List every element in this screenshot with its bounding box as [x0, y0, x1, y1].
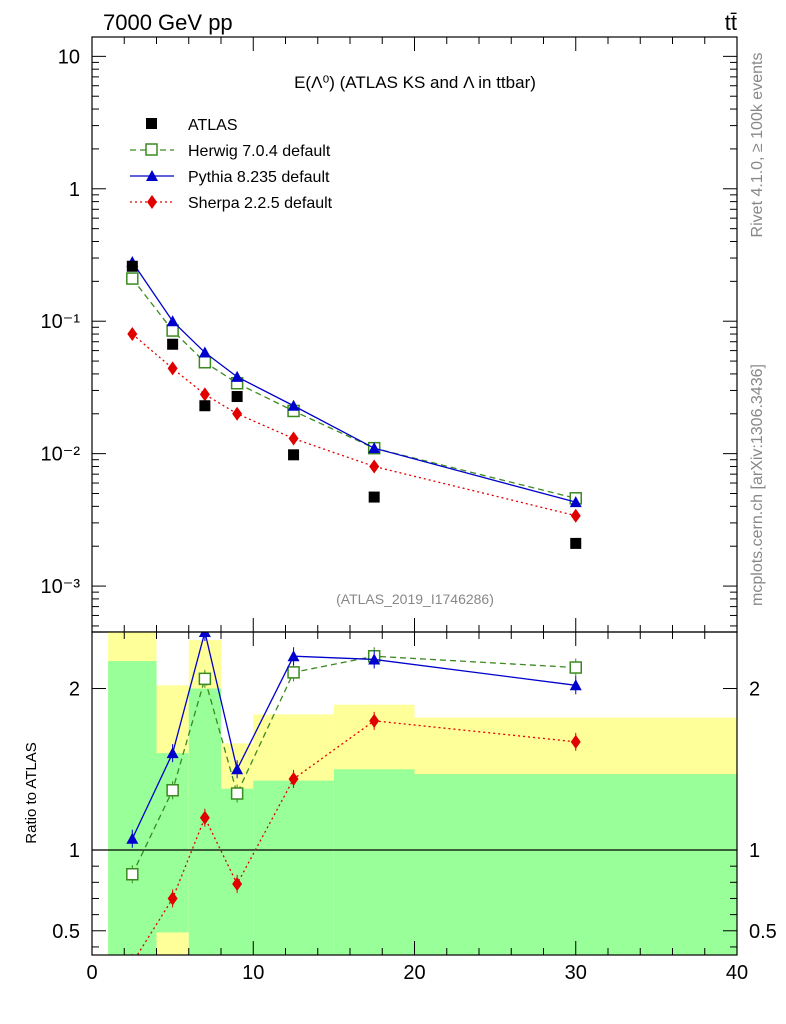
main-panel: 10 1 10⁻¹ 10⁻² 10⁻³ E(Λ⁰) (ATLAS KS and Λ in… — [41, 36, 738, 633]
energy-label: 7000 GeV pp — [103, 10, 233, 35]
ratio-point-sherpa — [570, 734, 581, 749]
data-point-atlas — [199, 400, 211, 412]
data-point-atlas — [231, 391, 243, 403]
legend-label-herwig: Herwig 7.0.4 default — [188, 143, 331, 160]
ratio-y-tick-label-right: 0.5 — [749, 921, 777, 943]
ratio-point-herwig — [569, 661, 582, 674]
ratio-point-pythia — [166, 747, 179, 759]
ratio-ylabel: Ratio to ATLAS — [23, 742, 40, 843]
ratio-point-pythia — [198, 632, 211, 637]
ratio-point-pythia — [287, 650, 300, 662]
uncertainty-band-green — [253, 780, 334, 955]
ratio-point-sherpa — [167, 891, 178, 906]
legend-marker-herwig — [145, 143, 158, 156]
ratio-plot-content — [92, 632, 737, 970]
ratio-series-sherpa — [127, 711, 581, 970]
ratio-point-pythia — [231, 763, 244, 775]
main-y-tick-label: 10⁻¹ — [41, 311, 81, 333]
legend-marker-pythia — [146, 170, 158, 181]
x-tick-label: 30 — [565, 962, 587, 984]
ratio-point-herwig — [230, 787, 244, 800]
point-pythia — [231, 370, 244, 382]
point-sherpa — [288, 431, 299, 446]
process-label: tt̄ — [725, 10, 737, 35]
legend-entry-herwig: Herwig 7.0.4 default — [130, 143, 331, 160]
data-point-atlas — [288, 449, 300, 461]
uncertainty-band-green — [414, 774, 737, 955]
ratio-point-herwig — [166, 784, 179, 797]
chart-title: E(Λ⁰) (ATLAS KS and Λ in ttbar) — [294, 73, 536, 92]
legend-entry-pythia: Pythia 8.235 default — [130, 169, 330, 186]
uncertainty-band-green — [333, 769, 415, 955]
legend: ATLAS Herwig 7.0.4 default Pythia 8.235 … — [130, 117, 333, 212]
data-point-atlas — [167, 338, 179, 350]
legend-marker-sherpa — [147, 195, 157, 209]
legend-marker-atlas — [146, 118, 157, 129]
series-line-pythia — [131, 261, 576, 503]
legend-entry-atlas: ATLAS — [146, 117, 238, 134]
point-pythia — [166, 315, 179, 327]
point-herwig — [126, 272, 139, 285]
main-y-tick-label: 10 — [58, 46, 80, 68]
main-plot-content — [126, 255, 582, 549]
legend-label-atlas: ATLAS — [188, 117, 238, 134]
ratio-point-pythia — [569, 679, 582, 691]
point-pythia — [287, 399, 300, 411]
x-axis: 0 10 20 30 40 — [86, 37, 748, 984]
x-tick-label: 40 — [726, 962, 748, 984]
point-pythia — [198, 346, 211, 358]
ratio-panel: 2 2 1 1 0.5 0.5 Ratio to ATLAS — [23, 631, 777, 970]
analysis-label: (ATLAS_2019_I1746286) — [336, 591, 494, 607]
main-y-axis: 10 1 10⁻¹ 10⁻² 10⁻³ — [41, 46, 737, 627]
rivet-label: Rivet 4.1.0, ≥ 100k events — [749, 53, 766, 238]
point-herwig — [166, 324, 179, 337]
x-tick-label: 20 — [403, 962, 425, 984]
ratio-y-tick-label-left: 0.5 — [52, 921, 80, 943]
point-sherpa — [199, 387, 210, 402]
x-tick-label: 10 — [242, 962, 264, 984]
ratio-point-sherpa — [288, 771, 299, 786]
uncertainty-band-green — [221, 788, 254, 955]
point-pythia — [569, 496, 582, 508]
ratio-series-group-pythia — [126, 632, 582, 848]
legend-label-sherpa: Sherpa 2.2.5 default — [188, 195, 333, 212]
uncertainty-band-green — [108, 661, 157, 955]
x-tick-label: 0 — [86, 962, 97, 984]
point-sherpa — [127, 327, 138, 342]
ratio-y-axis: 2 2 1 1 0.5 0.5 — [52, 679, 777, 948]
ratio-point-pythia — [368, 653, 381, 665]
legend-label-pythia: Pythia 8.235 default — [188, 169, 330, 186]
ratio-series-group-sherpa — [127, 711, 581, 970]
series-line-herwig — [131, 278, 576, 499]
point-herwig — [198, 355, 212, 369]
point-pythia — [368, 442, 381, 454]
ratio-point-sherpa — [127, 956, 137, 970]
point-sherpa — [570, 508, 581, 523]
point-sherpa — [369, 459, 380, 474]
ratio-point-pythia — [126, 832, 139, 844]
ratio-y-tick-label-left: 1 — [69, 840, 80, 862]
data-point-atlas — [570, 537, 582, 549]
point-sherpa — [167, 361, 178, 376]
ratio-y-tick-label-left: 2 — [69, 679, 80, 701]
ratio-point-herwig — [126, 868, 139, 881]
point-sherpa — [232, 406, 243, 421]
ratio-y-tick-label-right: 2 — [749, 679, 760, 701]
data-point-atlas — [126, 260, 138, 272]
ratio-point-sherpa — [369, 713, 380, 728]
ratio-point-sherpa — [199, 810, 210, 825]
main-y-tick-label: 10⁻² — [41, 444, 81, 466]
data-point-atlas — [368, 491, 380, 503]
ratio-y-tick-label-right: 1 — [749, 840, 760, 862]
main-y-tick-label: 10⁻³ — [41, 576, 81, 598]
ratio-point-herwig — [198, 672, 212, 686]
ratio-point-sherpa — [232, 876, 243, 891]
legend-entry-sherpa: Sherpa 2.2.5 default — [130, 195, 333, 212]
ratio-series-pythia — [126, 632, 582, 848]
ratio-point-herwig — [287, 666, 300, 679]
main-y-tick-label: 1 — [69, 179, 80, 201]
mcplots-label: mcplots.cern.ch [arXiv:1306.3436] — [749, 364, 766, 606]
